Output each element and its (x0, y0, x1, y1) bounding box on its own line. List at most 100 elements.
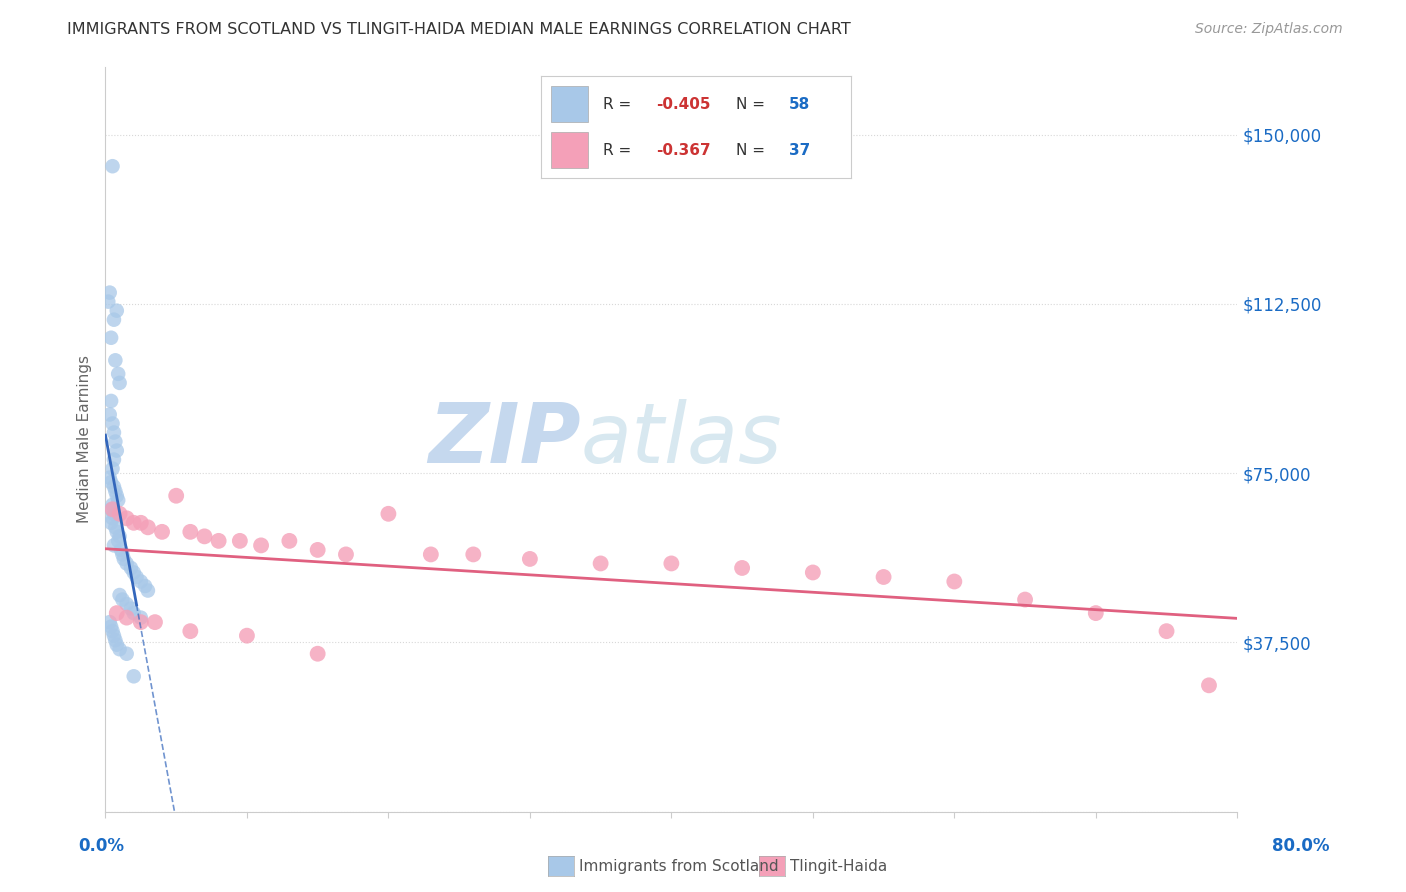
Point (122, 606, 145, 620)
Point (129, 574, 152, 589)
Point (104, 353, 127, 368)
Point (120, 561, 142, 575)
Point (115, 557, 138, 571)
Point (105, 524, 128, 539)
Point (519, 552, 541, 566)
Point (103, 312, 125, 326)
Point (104, 633, 127, 648)
Point (101, 498, 124, 512)
Point (122, 566, 145, 580)
Point (1084, 606, 1107, 620)
Point (136, 583, 159, 598)
Point (307, 542, 329, 557)
Text: N =: N = (737, 97, 770, 112)
Point (108, 507, 131, 521)
Point (377, 507, 399, 521)
Point (236, 629, 259, 643)
Text: Immigrants from Scotland: Immigrants from Scotland (579, 859, 779, 873)
Text: 58: 58 (789, 97, 810, 112)
Text: R =: R = (603, 97, 637, 112)
Point (229, 533, 252, 548)
Point (307, 647, 329, 661)
Point (105, 606, 128, 620)
Text: ZIP: ZIP (429, 399, 581, 480)
Point (136, 520, 159, 534)
Text: 37: 37 (789, 144, 810, 158)
Point (179, 624, 201, 639)
Point (103, 452, 125, 467)
Point (801, 566, 824, 580)
Point (115, 597, 138, 611)
Point (419, 548, 441, 562)
Text: -0.367: -0.367 (655, 144, 710, 158)
Point (101, 417, 124, 431)
Point (107, 533, 129, 548)
Point (179, 524, 201, 539)
Point (661, 557, 683, 571)
Point (104, 520, 127, 534)
Point (143, 615, 166, 629)
Point (150, 524, 173, 539)
Point (98, 285, 121, 300)
Point (100, 620, 122, 634)
Point (165, 489, 187, 503)
Point (250, 538, 273, 552)
Point (463, 548, 485, 562)
Point (107, 493, 129, 508)
Point (100, 331, 122, 345)
Point (100, 393, 122, 408)
Point (122, 669, 145, 683)
Point (104, 434, 127, 449)
Point (97, 294, 120, 309)
Point (107, 367, 129, 381)
Point (335, 548, 357, 562)
Point (101, 461, 124, 475)
Point (101, 159, 124, 173)
Bar (551, 132, 588, 168)
Point (111, 548, 134, 562)
Point (122, 516, 145, 530)
Point (112, 552, 135, 566)
Point (872, 570, 894, 584)
Point (129, 610, 152, 624)
Point (115, 647, 138, 661)
Point (108, 588, 131, 602)
Point (208, 533, 231, 548)
Point (120, 601, 142, 615)
Point (108, 642, 131, 657)
Text: Tlingit-Haida: Tlingit-Haida (790, 859, 887, 873)
Point (1014, 592, 1036, 607)
Point (110, 542, 132, 557)
Point (105, 443, 128, 458)
Text: 80.0%: 80.0% (1272, 837, 1329, 855)
Point (125, 570, 148, 584)
Point (101, 502, 124, 516)
Point (111, 592, 134, 607)
Point (103, 507, 125, 521)
Text: N =: N = (737, 144, 770, 158)
Point (103, 425, 125, 440)
Y-axis label: Median Male Earnings: Median Male Earnings (77, 355, 93, 524)
Point (108, 376, 131, 390)
Text: 0.0%: 0.0% (79, 837, 124, 855)
Text: atlas: atlas (581, 399, 783, 480)
Point (105, 489, 128, 503)
Point (104, 484, 127, 499)
Text: Source: ZipAtlas.com: Source: ZipAtlas.com (1195, 22, 1343, 37)
Point (115, 511, 138, 525)
Point (103, 538, 125, 552)
Point (100, 502, 122, 516)
Point (98, 471, 121, 485)
Point (129, 516, 152, 530)
Point (100, 475, 122, 490)
Point (1156, 624, 1178, 639)
Bar (551, 87, 588, 122)
Point (101, 624, 124, 639)
Point (101, 511, 124, 525)
Point (103, 629, 125, 643)
Text: -0.405: -0.405 (655, 97, 710, 112)
Point (98, 615, 121, 629)
Point (115, 610, 138, 624)
Point (193, 529, 215, 543)
Point (105, 638, 128, 652)
